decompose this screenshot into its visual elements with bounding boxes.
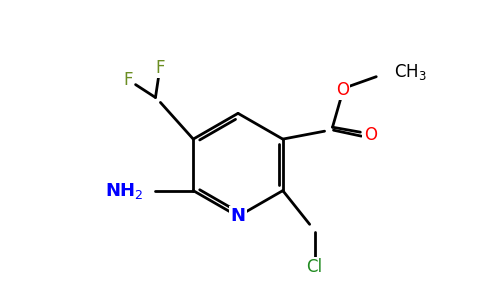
Text: O: O — [364, 126, 377, 144]
Text: F: F — [123, 71, 133, 89]
Text: Cl: Cl — [306, 258, 323, 276]
Text: NH$_2$: NH$_2$ — [105, 181, 144, 201]
Text: O: O — [336, 81, 349, 99]
Text: CH$_3$: CH$_3$ — [394, 62, 427, 82]
Text: F: F — [156, 59, 165, 77]
Text: N: N — [230, 207, 245, 225]
